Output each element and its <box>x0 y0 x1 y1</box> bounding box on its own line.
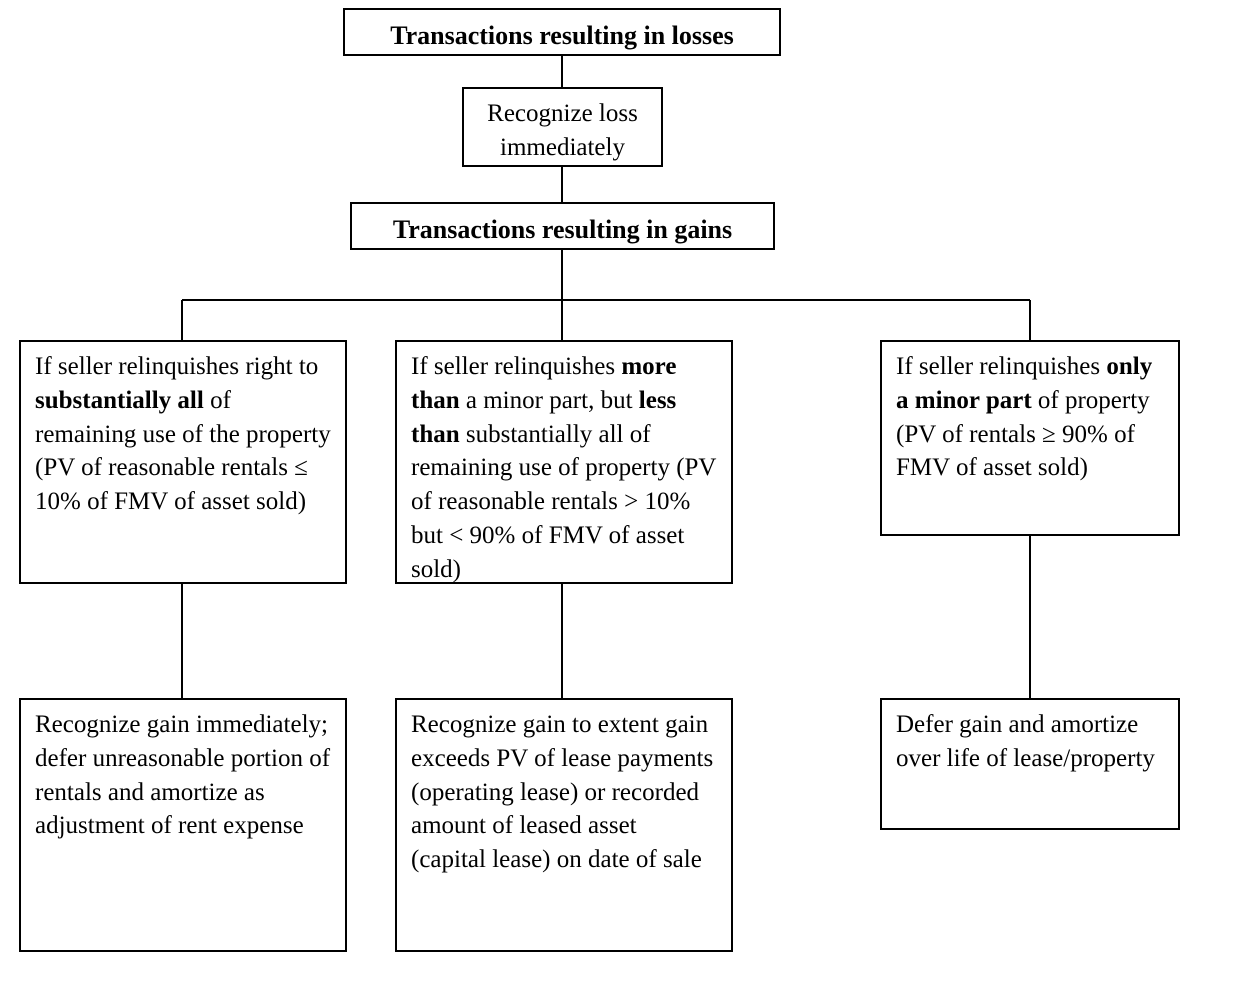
result-right-text: Defer gain and amortize over life of lea… <box>896 711 1155 772</box>
node-condition-left: If seller relinquishes right to substant… <box>19 340 347 584</box>
node-condition-right: If seller relinquishes only a minor part… <box>880 340 1180 536</box>
gains-header-text: Transactions resulting in gains <box>393 215 732 244</box>
node-condition-middle: If seller relinquishes more than a minor… <box>395 340 733 584</box>
node-losses-header: Transactions resulting in losses <box>343 8 781 56</box>
node-result-middle: Recognize gain to extent gain exceeds PV… <box>395 698 733 952</box>
node-recognize-loss: Recognize loss immediately <box>462 87 663 167</box>
result-middle-text: Recognize gain to extent gain exceeds PV… <box>411 711 713 873</box>
recognize-loss-text: Recognize loss immediately <box>487 100 638 161</box>
node-result-right: Defer gain and amortize over life of lea… <box>880 698 1180 830</box>
losses-header-text: Transactions resulting in losses <box>390 21 734 50</box>
node-gains-header: Transactions resulting in gains <box>350 202 775 250</box>
result-left-text: Recognize gain immediately; defer unreas… <box>35 711 330 839</box>
node-result-left: Recognize gain immediately; defer unreas… <box>19 698 347 952</box>
